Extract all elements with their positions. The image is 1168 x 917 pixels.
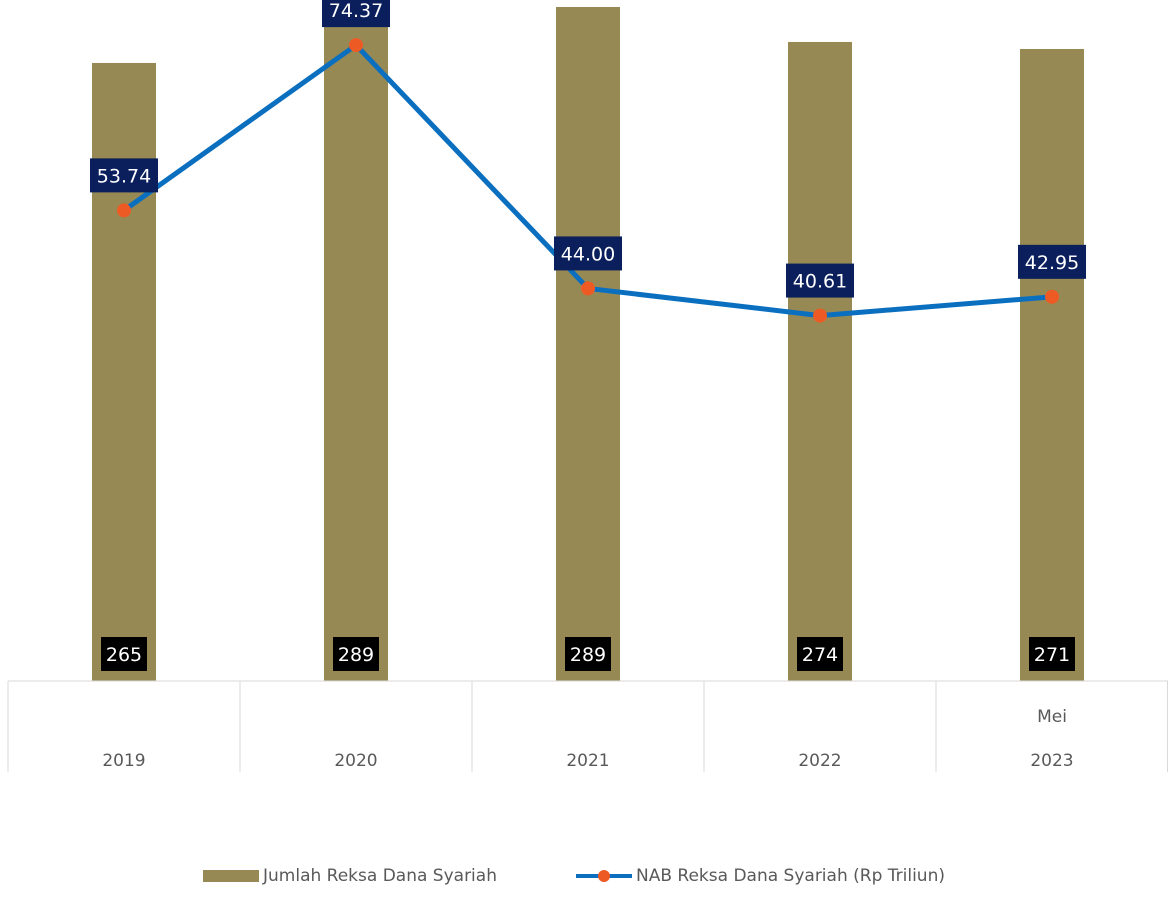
legend-item-bar: Jumlah Reksa Dana Syariah: [203, 866, 497, 886]
line-label-box: [554, 236, 622, 271]
legend-line-swatch: [576, 870, 632, 882]
bar-label-box: [1029, 637, 1075, 671]
category-axis: 2019 2020 2021 2022 2023 Mei: [7, 680, 1168, 772]
bar: [92, 62, 156, 681]
category-label: 2020: [334, 751, 377, 771]
bar-value-label: 289: [570, 644, 606, 666]
bar-label-box: [565, 637, 611, 671]
category-label: 2021: [566, 751, 609, 771]
line-marker: [349, 38, 363, 53]
line-marker: [813, 308, 827, 323]
line-value-label: 40.61: [793, 271, 847, 293]
line-label-box: [1018, 244, 1086, 279]
line-marker: [117, 203, 131, 218]
line-value-label: 44.00: [561, 243, 615, 265]
line-value-label: 42.95: [1025, 252, 1079, 274]
category-label: 2022: [798, 751, 841, 771]
bar-label-box: [333, 637, 379, 671]
bar: [556, 6, 620, 681]
legend-line-label: NAB Reksa Dana Syariah (Rp Triliun): [636, 866, 945, 886]
legend-bar-swatch: [203, 870, 259, 882]
line-series: [117, 38, 1059, 323]
line-value-label: 53.74: [97, 165, 151, 187]
category-label: 2023: [1030, 751, 1073, 771]
line-value-label: 74.37: [329, 0, 383, 22]
legend: Jumlah Reksa Dana Syariah NAB Reksa Dana…: [0, 866, 1168, 890]
bar-label-box: [797, 637, 843, 671]
bar-label-box: [101, 637, 147, 671]
legend-bar-label: Jumlah Reksa Dana Syariah: [263, 866, 497, 886]
bar-series: [92, 6, 1084, 682]
line-label-box: [786, 263, 854, 298]
line-label-box: [322, 0, 390, 28]
line-marker: [581, 281, 595, 296]
bar-value-label: 274: [802, 644, 838, 666]
category-label: 2019: [102, 751, 145, 771]
bar: [1020, 48, 1084, 682]
bar-value-label: 265: [106, 644, 142, 666]
legend-item-line: NAB Reksa Dana Syariah (Rp Triliun): [576, 866, 945, 886]
line-label-box: [90, 158, 158, 193]
line-marker: [1045, 289, 1059, 304]
bar-value-label: 289: [338, 644, 374, 666]
bar: [788, 41, 852, 682]
data-labels: 265 289 289 274 271 53.74 74.37 44.00 40.61 42.95: [90, 0, 1086, 671]
bar-value-label: 271: [1034, 644, 1070, 666]
bar: [324, 6, 388, 681]
category-top-label: Mei: [1037, 707, 1067, 727]
